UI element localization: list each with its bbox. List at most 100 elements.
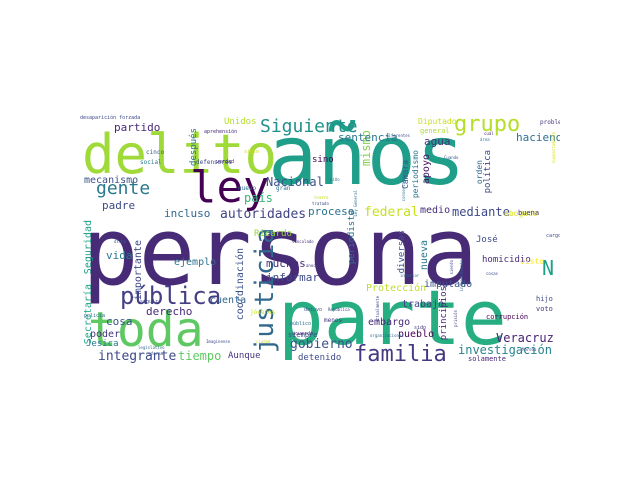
word-cloud-word: Veracruz bbox=[496, 331, 554, 345]
word-cloud-word: conservadores bbox=[401, 170, 406, 202]
word-cloud-word: incluso bbox=[164, 207, 211, 220]
word-cloud-word: ley bbox=[190, 162, 270, 213]
word-cloud-word: padre bbox=[102, 199, 136, 212]
word-cloud-word: autoridades bbox=[220, 207, 307, 222]
word-cloud-word: José bbox=[476, 235, 498, 245]
word-cloud-word: problema bbox=[540, 119, 560, 126]
word-cloud-word: imputado bbox=[424, 279, 473, 290]
word-cloud-word: mecanismo bbox=[84, 175, 139, 186]
word-cloud-word: aprehensión bbox=[204, 129, 238, 135]
word-cloud-word: orden bbox=[475, 160, 484, 185]
word-cloud-word: interior bbox=[400, 273, 420, 278]
word-cloud-word: anoche bbox=[306, 263, 321, 268]
word-cloud-word: diferentes bbox=[386, 133, 411, 138]
word-cloud-word: corrupción bbox=[486, 313, 529, 321]
word-cloud-word: poder bbox=[90, 329, 121, 340]
word-cloud-word: periodismo bbox=[411, 150, 420, 199]
word-cloud-word: N bbox=[542, 256, 555, 280]
word-cloud-word: verdad bbox=[216, 159, 235, 165]
word-cloud-word: ciudad bbox=[256, 339, 271, 344]
word-cloud-word: solamente bbox=[468, 355, 506, 363]
word-cloud-word: agua bbox=[424, 135, 451, 148]
word-cloud-word: derecho bbox=[146, 305, 193, 318]
word-cloud-word: gobierno bbox=[290, 337, 353, 352]
word-cloud-word: hijo bbox=[536, 295, 553, 303]
word-cloud-word: cosas bbox=[486, 271, 499, 276]
word-cloud-word: Protección bbox=[366, 283, 427, 294]
word-cloud-word: informar bbox=[266, 271, 319, 284]
word-cloud-word: principios bbox=[439, 286, 449, 341]
word-cloud-word: área bbox=[480, 137, 490, 142]
word-cloud-word: mediante bbox=[452, 205, 510, 219]
word-cloud-word: ejemplo bbox=[174, 257, 217, 268]
word-cloud-word: defensores bbox=[196, 159, 233, 166]
word-cloud-word: legislativo bbox=[138, 345, 165, 350]
word-cloud-word: pública bbox=[120, 282, 222, 310]
word-cloud-word: independiente bbox=[459, 260, 464, 292]
word-cloud-word: detenido bbox=[298, 353, 342, 363]
word-cloud-word: importante bbox=[133, 240, 144, 301]
word-cloud-word: cargo bbox=[546, 233, 560, 239]
word-cloud-word: familia bbox=[354, 342, 447, 367]
word-cloud-word: delito bbox=[82, 123, 278, 186]
word-cloud-word: sino bbox=[312, 155, 334, 165]
word-cloud-word: detuvo bbox=[304, 307, 323, 313]
word-cloud-word: voto bbox=[536, 305, 553, 313]
word-cloud-word: tratado bbox=[312, 201, 329, 206]
word-cloud-word: jóvenes bbox=[250, 309, 276, 316]
word-cloud-word: muchas bbox=[266, 257, 306, 270]
word-cloud-word: trabajo bbox=[402, 299, 445, 310]
word-cloud-word: Diputado bbox=[418, 117, 457, 126]
word-cloud-word: actualmente bbox=[375, 296, 380, 323]
word-cloud-word: Morena bbox=[522, 347, 537, 352]
word-cloud-word: dicho bbox=[114, 239, 127, 244]
word-cloud-word: persona bbox=[82, 198, 479, 307]
word-cloud-word: federal bbox=[364, 205, 419, 220]
word-cloud-word: cuál bbox=[484, 131, 494, 136]
word-cloud: persona parte años delito toda ley públi… bbox=[80, 110, 560, 370]
word-cloud-word: Imaginense bbox=[206, 339, 231, 344]
word-cloud-word: justicia bbox=[250, 228, 280, 354]
word-cloud-word: gran bbox=[276, 185, 291, 192]
word-cloud-word: prisión bbox=[453, 310, 458, 327]
word-cloud-word: política bbox=[483, 150, 493, 194]
word-cloud-word: acuerdo bbox=[292, 331, 314, 337]
word-cloud-word: organizaciones bbox=[370, 333, 404, 338]
word-cloud-word: proceso bbox=[308, 205, 355, 218]
word-cloud-word: cuenta bbox=[210, 295, 247, 306]
word-cloud-word: cinco bbox=[146, 149, 165, 156]
word-cloud-word: Siguiente bbox=[260, 116, 358, 137]
word-cloud-word: visto bbox=[520, 257, 545, 266]
word-cloud-word: público bbox=[290, 321, 312, 327]
word-cloud-word: Aunque bbox=[228, 351, 261, 361]
word-cloud-word: diversas bbox=[397, 230, 407, 274]
word-cloud-word: haciendo bbox=[516, 131, 560, 144]
word-cloud-word: vida bbox=[106, 249, 133, 262]
word-cloud-word: apoyo bbox=[421, 154, 432, 185]
word-cloud-word: tiempo bbox=[178, 349, 222, 363]
word-cloud-word: nueva bbox=[419, 240, 430, 271]
word-cloud-word: vinculado bbox=[292, 239, 314, 244]
word-cloud-word: República bbox=[328, 307, 350, 312]
word-cloud-word: Unidos bbox=[224, 117, 257, 127]
word-cloud-word: siendo bbox=[449, 260, 454, 275]
word-cloud-word: siempre bbox=[288, 331, 318, 339]
word-cloud-word: Cuando bbox=[444, 155, 459, 160]
word-cloud-word: nuevo bbox=[238, 185, 257, 192]
word-cloud-word: coordinación bbox=[235, 248, 246, 321]
word-cloud-word: periodista bbox=[347, 210, 357, 265]
word-cloud-word: toda bbox=[88, 302, 204, 358]
word-cloud-word: abogado bbox=[504, 209, 538, 218]
word-cloud-word: sido bbox=[414, 325, 427, 331]
word-cloud-word: menos bbox=[324, 317, 343, 324]
word-cloud-word: niño bbox=[330, 177, 340, 182]
word-cloud-word: investigación bbox=[458, 343, 552, 357]
word-cloud-word: homicidio bbox=[482, 255, 531, 265]
word-cloud-word: Ley General bbox=[353, 190, 358, 217]
word-cloud-word: reforma bbox=[146, 351, 163, 356]
word-cloud-word: Seguridad bbox=[83, 220, 94, 275]
word-cloud-word: embargo bbox=[368, 317, 411, 328]
word-cloud-word: siglo bbox=[244, 149, 260, 155]
word-cloud-word: pueblo bbox=[398, 329, 435, 340]
word-cloud-word: desaparición forzada bbox=[80, 115, 141, 121]
